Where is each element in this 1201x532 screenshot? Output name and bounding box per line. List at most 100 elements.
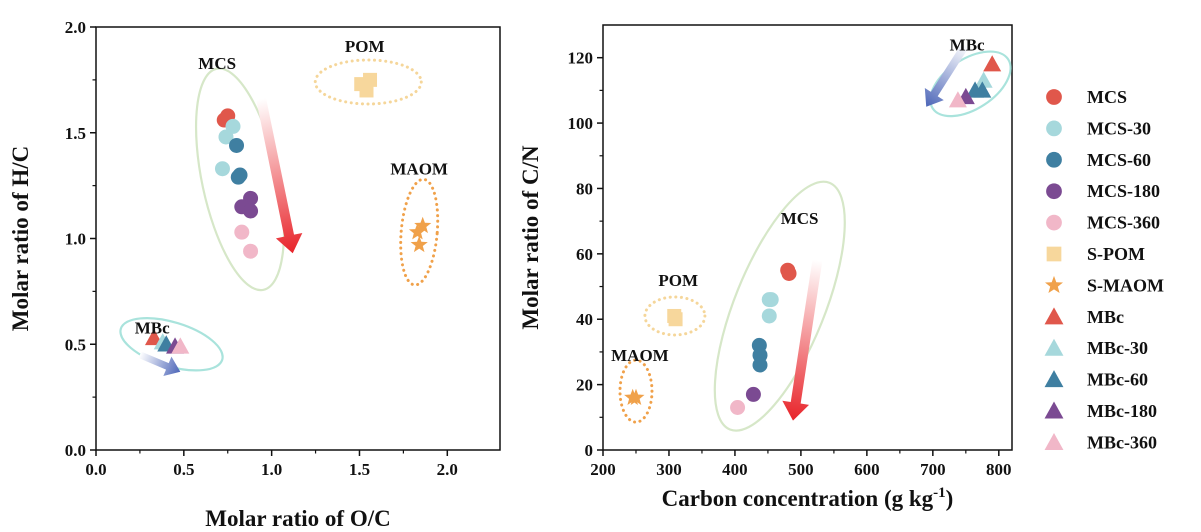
mcs-trend-arrow: [782, 259, 823, 421]
legend-label: S-MAOM: [1087, 275, 1164, 295]
data-point-s-maom: [627, 388, 645, 405]
pom-cluster-ellipse: [643, 295, 707, 337]
x-tick-label: 200: [590, 460, 616, 479]
x-tick-label: 0.5: [173, 460, 194, 479]
maom-cluster-ellipse: [618, 358, 654, 424]
x-tick-label: 1.5: [349, 460, 370, 479]
legend-marker-mbc-30: [1044, 338, 1064, 356]
legend-marker-mbc-60: [1044, 370, 1064, 388]
legend-item-s-pom: S-POM: [1046, 244, 1145, 264]
series-mbc-60: [966, 81, 992, 98]
legend-label: MBc: [1087, 307, 1124, 327]
y-tick-label: 120: [568, 49, 594, 68]
data-point-mcs-30: [218, 129, 234, 145]
x-axis-title-superscript: -1: [933, 485, 946, 501]
data-point-mcs-360: [243, 243, 259, 259]
legend-item-mcs: MCS: [1046, 87, 1127, 107]
y-axis-title: Molar ratio of H/C: [8, 146, 33, 331]
y-tick-label: 40: [576, 310, 593, 329]
chart-right-cn-vs-carbon: 200 300 400 500 600 700 800 0 20 40 60 80 100 120 MBc M…: [518, 24, 1013, 511]
y-tick-label: 80: [576, 179, 593, 198]
data-point-mcs-30: [761, 308, 777, 324]
data-point-mbc: [983, 55, 1002, 72]
legend-label: MBc-30: [1087, 338, 1148, 358]
annotation-maom: MAOM: [390, 160, 448, 179]
legend-label: MCS-180: [1087, 181, 1160, 201]
data-point-mbc-360: [171, 337, 190, 354]
x-tick-label: 0.0: [85, 460, 106, 479]
data-point-mcs: [781, 265, 797, 281]
legend-label: MCS-360: [1087, 213, 1160, 233]
legend-item-mbc-180: MBc-180: [1044, 401, 1157, 421]
y-tick-label: 100: [568, 114, 594, 133]
mcs-cluster-ellipse: [713, 180, 846, 432]
legend-label: MCS: [1087, 87, 1127, 107]
pom-cluster-ellipse: [313, 58, 423, 106]
annotation-mcs: MCS: [781, 209, 819, 228]
legend-item-mbc-60: MBc-60: [1044, 370, 1148, 390]
legend-label: MBc-360: [1087, 432, 1157, 452]
maom-cluster-ellipse: [399, 177, 440, 287]
legend-marker-mcs: [1046, 89, 1062, 105]
series-mcs-180: [745, 386, 761, 402]
legend-item-mcs-60: MCS-60: [1046, 150, 1151, 170]
series-mcs-360: [730, 400, 746, 415]
legend-label: MCS-30: [1087, 118, 1151, 138]
x-tick-label: 600: [854, 460, 880, 479]
legend-marker-mcs-60: [1046, 151, 1062, 168]
annotation-maom: MAOM: [611, 346, 669, 365]
data-point-s-maom: [408, 223, 426, 240]
legend-marker-s-maom: [1045, 275, 1063, 293]
data-point-mcs-360: [730, 400, 746, 415]
y-tick-label: 0.0: [65, 441, 86, 460]
legend-label: MBc-60: [1087, 370, 1148, 390]
data-point-mcs-60: [752, 357, 768, 373]
annotation-mcs: MCS: [198, 54, 236, 73]
legend-item-mcs-30: MCS-30: [1046, 118, 1151, 138]
data-point-mcs-360: [234, 224, 250, 240]
x-axis-title-main: Carbon concentration (g kg: [662, 486, 934, 511]
series-mcs-30: [761, 292, 779, 324]
annotation-mbc: MBc: [135, 318, 170, 337]
legend-item-mbc: MBc: [1044, 307, 1124, 327]
data-point-mbc-360: [948, 91, 967, 108]
mbc-trend-arrow: [138, 351, 181, 377]
data-point-mcs-180: [745, 386, 761, 402]
legend-marker-mcs-30: [1046, 120, 1062, 137]
x-axis-title: Carbon concentration (g kg-1): [662, 485, 954, 511]
x-tick-label: 2.0: [437, 460, 458, 479]
x-axis-title-end: ): [946, 486, 954, 511]
legend-label: MBc-180: [1087, 401, 1157, 421]
data-point-mcs-180: [243, 203, 259, 219]
data-point-s-maom: [410, 235, 428, 253]
annotation-mbc: MBc: [950, 36, 985, 55]
series-s-maom: [408, 216, 432, 253]
y-axis-title: Molar ratio of C/N: [518, 145, 543, 330]
chart-left-hc-vs-oc: 0.0 0.5 1.0 1.5 2.0 0.0 0.5 1.0 1.5 2.0 MCS POM MAOM…: [8, 18, 501, 531]
mbc-trend-arrow: [924, 42, 970, 107]
y-tick-label: 0: [585, 441, 594, 460]
legend-marker-mbc-180: [1044, 401, 1064, 419]
x-axis-title: Molar ratio of O/C: [205, 506, 390, 531]
y-tick-label: 20: [576, 376, 593, 395]
series-mbc-360: [171, 337, 190, 354]
legend-label: S-POM: [1087, 244, 1145, 264]
series-mbc: [983, 55, 1002, 72]
legend-item-mcs-180: MCS-180: [1046, 181, 1160, 201]
data-point-mbc-30: [974, 71, 993, 88]
mcs-trend-arrow: [256, 97, 303, 254]
plot-frame: [602, 24, 1013, 451]
data-point-mcs-30: [225, 118, 241, 134]
y-tick-label: 2.0: [65, 18, 86, 37]
data-point-mcs-60: [232, 167, 248, 183]
data-point-s-pom: [363, 72, 378, 87]
series-mbc-360: [948, 91, 967, 108]
legend-marker-mbc: [1044, 307, 1064, 325]
data-point-mcs-30: [763, 292, 779, 308]
data-point-s-maom: [414, 216, 432, 234]
annotation-pom: POM: [345, 37, 385, 56]
y-tick-label: 60: [576, 245, 593, 264]
series-s-pom: [354, 72, 378, 98]
series-mcs-30: [214, 118, 241, 177]
